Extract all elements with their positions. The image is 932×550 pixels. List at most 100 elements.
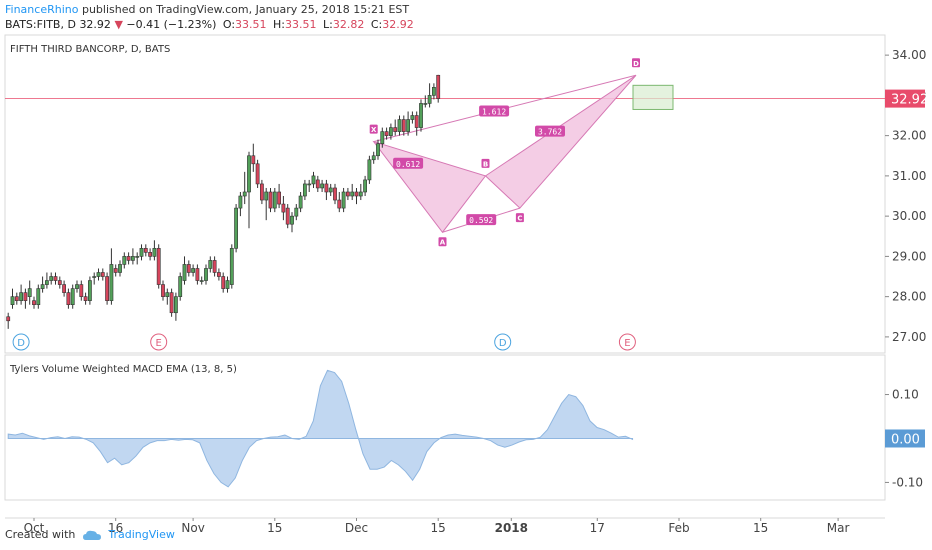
ratio-box <box>393 157 424 169</box>
time-tick-label: 15 <box>431 521 446 535</box>
event-marker-label: D <box>499 338 507 349</box>
candle-up <box>298 195 303 209</box>
candle-down <box>195 268 200 281</box>
candle-down <box>62 284 67 293</box>
price-tick-label: 32.00 <box>892 129 926 143</box>
candle-up <box>174 296 178 314</box>
candle-down <box>345 191 350 197</box>
pattern-point-label: A <box>440 239 446 247</box>
candle-up <box>307 183 312 186</box>
low-value: 32.82 <box>332 18 365 31</box>
macd-last-badge-label: 0.00 <box>891 432 920 447</box>
candle-up <box>152 248 157 257</box>
price-tick-label: 31.00 <box>892 169 926 183</box>
candle-up <box>75 284 79 289</box>
candle-up <box>363 179 368 193</box>
candle-down <box>156 248 161 285</box>
candle-down <box>354 191 359 197</box>
close-value: 32.92 <box>382 18 414 31</box>
candle-up <box>272 191 277 209</box>
author-link[interactable]: FinanceRhino <box>5 3 79 16</box>
candle-up <box>44 280 49 285</box>
candle-up <box>199 280 204 282</box>
price-pane-title: FIFTH THIRD BANCORP, D, BATS <box>10 44 170 55</box>
candle-up <box>135 256 140 258</box>
candle-up <box>294 207 299 217</box>
publish-info: FinanceRhino published on TradingView.co… <box>5 3 409 16</box>
publish-text: published on TradingView.com, January 25… <box>81 3 410 16</box>
pattern-point-box <box>481 158 490 168</box>
candle-up <box>410 115 415 120</box>
candle-up <box>191 268 196 273</box>
candle-down <box>23 292 28 301</box>
open-value: 33.51 <box>235 18 267 31</box>
ohlc-legend: BATS:FITB, D 32.92 ▼ −0.41 (−1.23%) O:33… <box>5 18 414 31</box>
time-tick-label: 15 <box>753 521 768 535</box>
candle-up <box>341 191 346 209</box>
candle-down <box>268 191 273 209</box>
candle-up <box>36 288 41 305</box>
pattern-point-box <box>438 237 447 247</box>
macd-last-badge <box>885 429 925 448</box>
price-tick-label: 29.00 <box>892 249 926 263</box>
candle-up <box>88 280 92 301</box>
ratio-box <box>535 125 565 137</box>
candle-down <box>212 260 217 273</box>
candle-up <box>388 127 393 136</box>
candle-down <box>337 199 342 209</box>
price-pane-frame <box>4 34 886 354</box>
high-label: H: <box>273 18 286 31</box>
candle-up <box>376 143 380 157</box>
last-price-badge <box>885 89 925 108</box>
candle-down <box>66 292 71 305</box>
candle-down <box>401 119 406 132</box>
event-marker-label: E <box>624 338 630 349</box>
candle-down <box>221 276 226 289</box>
candle-up <box>10 296 15 305</box>
candle-down <box>148 252 153 257</box>
time-tick-label: Nov <box>181 521 204 535</box>
candle-up <box>208 260 213 269</box>
candle-up <box>371 155 376 161</box>
last-price: 32.92 <box>79 18 111 31</box>
candle-down <box>217 272 221 277</box>
close-label: C: <box>370 18 383 31</box>
macd-pane-frame <box>4 354 886 501</box>
time-tick-label: Oct <box>24 521 45 535</box>
price-tick-label: 30.00 <box>892 209 926 223</box>
time-tick-label: 17 <box>590 521 605 535</box>
open-label: O: <box>222 18 236 31</box>
candle-down <box>57 280 62 285</box>
down-arrow-icon: ▼ <box>114 18 123 31</box>
candle-down <box>285 207 290 225</box>
low-label: L: <box>323 18 333 31</box>
pattern-bcd-triangle <box>484 74 637 209</box>
candle-up <box>290 215 294 225</box>
candle-up <box>431 87 436 96</box>
candle-down <box>113 268 118 273</box>
candle-up <box>350 191 355 197</box>
candle-up <box>247 155 251 193</box>
candle-up <box>204 268 208 281</box>
event-marker <box>12 333 30 351</box>
candle-down <box>251 155 256 165</box>
candle-up <box>225 280 230 289</box>
macd-area <box>7 369 634 488</box>
event-marker-label: D <box>17 338 25 349</box>
price-change: −0.41 (−1.23%) <box>126 18 217 31</box>
macd-tick-label: 0.10 <box>892 388 919 402</box>
candle-up <box>92 276 97 278</box>
candle-up <box>302 183 307 197</box>
candle-up <box>40 284 45 289</box>
tradingview-link[interactable]: TradingView <box>108 528 175 541</box>
candle-up <box>178 276 183 297</box>
macd-tick-label: -0.10 <box>892 475 923 489</box>
candle-up <box>27 288 32 297</box>
ratio-box <box>479 105 510 117</box>
candle-down <box>315 179 320 189</box>
candle-up <box>122 256 127 265</box>
time-tick-label: 16 <box>108 521 123 535</box>
price-tick-label: 34.00 <box>892 48 926 62</box>
time-tick-label: Dec <box>345 521 368 535</box>
